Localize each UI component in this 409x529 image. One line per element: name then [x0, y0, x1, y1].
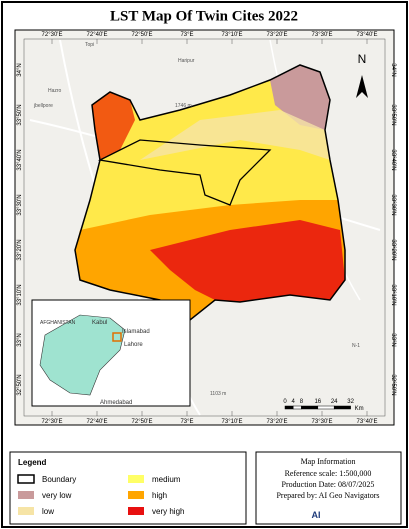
- longitude-label: 73°40'E: [357, 419, 378, 425]
- latitude-label: 33°30'N: [17, 194, 23, 215]
- legend-swatch: [128, 475, 144, 483]
- latitude-label: 33°10'N: [390, 284, 396, 305]
- longitude-label: 72°30'E: [42, 32, 63, 38]
- north-label: N: [358, 52, 367, 66]
- longitude-label: 72°50'E: [132, 419, 153, 425]
- legend-label: very low: [42, 491, 72, 500]
- legend-swatch: [18, 507, 34, 515]
- info-line: Production Date: 08/07/2025: [282, 480, 375, 489]
- scale-unit: Km: [355, 406, 364, 412]
- info-title: Map Information: [301, 457, 356, 466]
- inset-label: Islamabad: [122, 329, 150, 335]
- info-line: Prepared by: AI Geo Navigators: [276, 491, 379, 500]
- latitude-label: 33°10'N: [17, 284, 23, 305]
- latitude-label: 33°40'N: [17, 149, 23, 170]
- logo: AI: [312, 510, 321, 520]
- longitude-label: 73°30'E: [312, 32, 333, 38]
- latitude-label: 33°50'N: [390, 104, 396, 125]
- latitude-label: 32°50'N: [17, 374, 23, 395]
- lst-very-low: [270, 65, 330, 130]
- place-label: 1746 m: [175, 103, 192, 109]
- latitude-label: 33°50'N: [17, 104, 23, 125]
- scale-segment: [301, 405, 319, 410]
- lst-very-high: [92, 92, 135, 160]
- place-label: Topi: [85, 42, 94, 48]
- legend-label: very high: [152, 507, 184, 516]
- legend-swatch: [128, 507, 144, 515]
- legend-swatch: [17, 474, 35, 484]
- boundary: [74, 64, 346, 321]
- longitude-label: 73°20'E: [267, 32, 288, 38]
- longitude-label: 72°40'E: [87, 32, 108, 38]
- latitude-label: 33°20'N: [17, 239, 23, 260]
- legend-label: medium: [152, 475, 181, 484]
- place-label: Hazro: [48, 88, 62, 94]
- scale-segment: [317, 405, 335, 410]
- scale-label: 4: [292, 399, 296, 405]
- longitude-label: 73°E: [180, 419, 193, 425]
- scale-segment: [333, 405, 351, 410]
- info-line: Reference scale: 1:500,000: [285, 469, 372, 478]
- legend-title: Legend: [18, 458, 47, 467]
- latitude-label: 33°N: [17, 333, 23, 346]
- scale-label: 0: [283, 399, 287, 405]
- scale-label: 24: [331, 399, 338, 405]
- latitude-label: 33°20'N: [390, 239, 396, 260]
- legend-label: high: [152, 491, 167, 500]
- longitude-label: 73°10'E: [222, 32, 243, 38]
- longitude-label: 73°10'E: [222, 419, 243, 425]
- latitude-label: 34°N: [17, 63, 23, 76]
- longitude-label: 73°E: [180, 32, 193, 38]
- lst-very-high: [150, 220, 345, 302]
- place-label: 1103 m: [210, 391, 226, 397]
- latitude-label: 32°50'N: [390, 374, 396, 395]
- legend-label: Boundary: [42, 475, 76, 484]
- latitude-label: 34°N: [390, 63, 396, 76]
- inset-label: Ahmedabad: [100, 400, 132, 406]
- title: LST Map Of Twin Cites 2022: [110, 8, 298, 24]
- longitude-label: 72°30'E: [42, 419, 63, 425]
- inset-label: Kabul: [92, 320, 107, 326]
- lst-low: [140, 110, 330, 160]
- latitude-label: 33°N: [390, 333, 396, 346]
- legend-label: low: [42, 507, 54, 516]
- latitude-label: 33°40'N: [390, 149, 396, 170]
- inset-country: [39, 314, 126, 396]
- scale-label: 16: [314, 399, 321, 405]
- inset-extent: [112, 332, 122, 342]
- longitude-label: 72°40'E: [87, 419, 108, 425]
- boundary: [97, 139, 272, 206]
- scale-segment: [292, 405, 302, 410]
- place-label: N-1: [352, 343, 360, 349]
- inset-label: AFGHANISTAN: [40, 320, 76, 326]
- north-arrow-shape: [356, 75, 368, 98]
- info-frame: [255, 451, 402, 525]
- longitude-label: 73°40'E: [357, 32, 378, 38]
- scale-label: 8: [300, 399, 304, 405]
- longitude-label: 72°50'E: [132, 32, 153, 38]
- longitude-label: 73°20'E: [267, 419, 288, 425]
- inset-label: Lahore: [124, 342, 143, 348]
- scale-label: 32: [347, 399, 354, 405]
- longitude-label: 73°30'E: [312, 419, 333, 425]
- place-label: jbellpore: [33, 103, 53, 109]
- scale-segment: [284, 405, 294, 410]
- legend-swatch: [128, 491, 144, 499]
- north-arrow: [356, 75, 368, 98]
- latitude-label: 33°30'N: [390, 194, 396, 215]
- place-label: Haripur: [178, 58, 195, 64]
- legend-swatch: [18, 491, 34, 499]
